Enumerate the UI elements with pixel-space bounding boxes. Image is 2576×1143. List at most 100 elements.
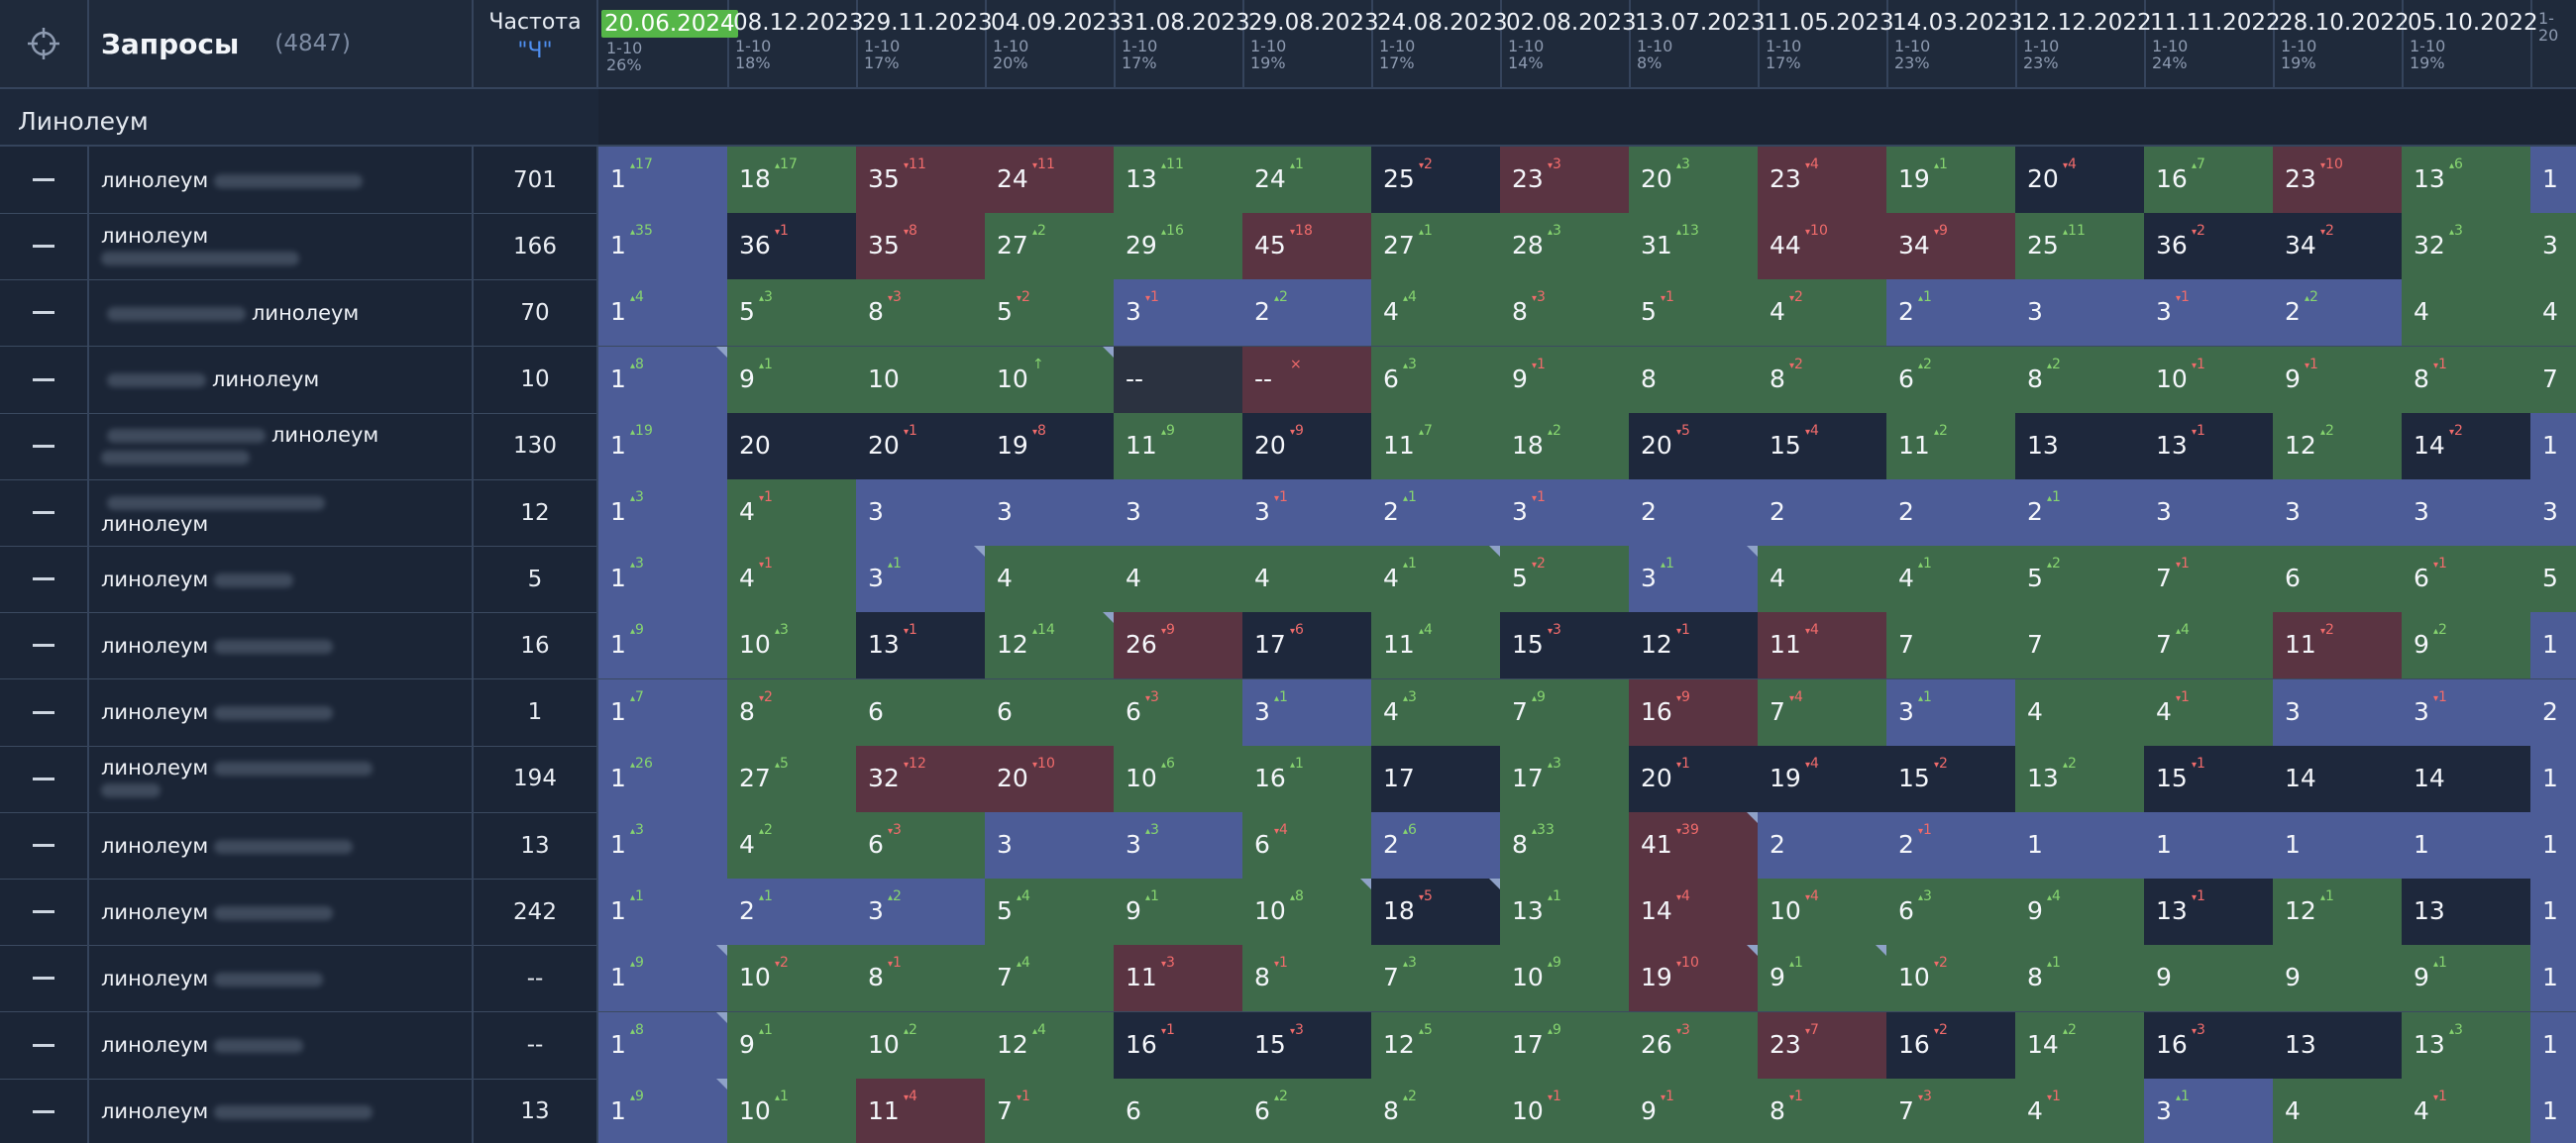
position-cell[interactable]: 24 ▾11 xyxy=(985,147,1115,213)
position-cell[interactable]: 4 ▾1 xyxy=(727,479,857,546)
query-cell[interactable]: линолеум xyxy=(89,147,474,213)
position-cell[interactable]: 11 ▴2 xyxy=(1886,412,2016,479)
position-cell[interactable]: 4 ▴1 xyxy=(1371,546,1501,613)
remove-query-button[interactable] xyxy=(0,678,89,746)
position-cell[interactable]: 2 ▴6 xyxy=(1371,812,1501,879)
table-row[interactable]: линолеум 166 1 ▴35 36 ▾1 35 ▾8 27 ▴2 29 ▴16 45 ▾18 27 ▴… xyxy=(0,213,2576,281)
position-cell[interactable]: 13 ▴3 xyxy=(2402,1011,2531,1079)
position-cell[interactable]: 31 ▴13 xyxy=(1629,213,1759,280)
position-cell[interactable]: 23 ▾4 xyxy=(1758,147,1887,213)
position-cell[interactable]: 23 ▾10 xyxy=(2273,147,2403,213)
position-cell[interactable]: 10 ▾1 xyxy=(1500,1078,1630,1143)
position-cell[interactable]: 6 ▾3 xyxy=(1114,678,1243,746)
position-cell[interactable]: 12 ▴1 xyxy=(2273,879,2403,946)
position-cell[interactable]: 13 ▴2 xyxy=(2015,745,2145,812)
position-cell[interactable]: 7 xyxy=(2530,346,2576,413)
frequency-type-link[interactable]: "Ч" xyxy=(517,39,553,63)
position-cell[interactable]: 4 ▴4 xyxy=(1371,279,1501,347)
position-cell[interactable]: 1 ▴1 xyxy=(598,879,728,946)
remove-query-button[interactable] xyxy=(0,812,89,879)
query-cell[interactable]: линолеум xyxy=(89,279,474,347)
date-column-header[interactable]: 13.07.2023 1-10 8% xyxy=(1629,0,1766,87)
date-column-header[interactable]: 11.11.2022 1-10 24% xyxy=(2144,0,2281,87)
position-cell[interactable]: 8 ▾3 xyxy=(856,279,986,347)
position-cell[interactable]: 8 ▾1 xyxy=(856,945,986,1012)
position-cell[interactable]: 27 ▴1 xyxy=(1371,213,1501,280)
position-cell[interactable]: 4 xyxy=(985,546,1115,613)
position-cell[interactable]: 11 ▴9 xyxy=(1114,412,1243,479)
remove-query-button[interactable] xyxy=(0,279,89,347)
position-cell[interactable]: 1 xyxy=(2530,1011,2576,1079)
position-cell[interactable]: 7 ▾3 xyxy=(1886,1078,2016,1143)
position-cell[interactable]: 3 xyxy=(2015,279,2145,347)
table-row[interactable]: линолеум -- 1 ▴8 9 ▴1 10 ▴2 12 ▴4 16 ▾1 15 ▾3 12 ▴5 17 ▴9… xyxy=(0,1011,2576,1080)
position-cell[interactable]: 20 ▾9 xyxy=(1242,412,1372,479)
position-cell[interactable]: 11 ▾4 xyxy=(856,1078,986,1143)
remove-query-button[interactable] xyxy=(0,346,89,413)
position-cell[interactable]: 4 ▴3 xyxy=(1371,678,1501,746)
position-cell[interactable]: 3 xyxy=(2144,479,2274,546)
date-column-header[interactable]: 1- 20 xyxy=(2530,0,2576,87)
position-cell[interactable]: 4 ▾1 xyxy=(2144,678,2274,746)
position-cell[interactable]: 20 ▾5 xyxy=(1629,412,1759,479)
position-cell[interactable]: 3 ▴1 xyxy=(1629,546,1759,613)
position-cell[interactable]: 17 ▴9 xyxy=(1500,1011,1630,1079)
position-cell[interactable]: 4 xyxy=(2273,1078,2403,1143)
position-cell[interactable]: 5 ▴3 xyxy=(727,279,857,347)
query-cell[interactable]: линолеум xyxy=(89,612,474,679)
position-cell[interactable]: 16 ▾9 xyxy=(1629,678,1759,746)
query-cell[interactable]: линолеум xyxy=(89,213,474,280)
position-cell[interactable]: 6 ▴3 xyxy=(1886,879,2016,946)
table-row[interactable]: линолеум 5 1 ▴3 4 ▾1 3 ▴1 4 4 4 4 ▴1 5 ▾2 3 ▴1 4 4 ▴1 5 ▴2 7 ▾1… xyxy=(0,546,2576,614)
position-cell[interactable]: 12 ▴2 xyxy=(2273,412,2403,479)
position-cell[interactable]: 3 xyxy=(985,812,1115,879)
position-cell[interactable]: 16 ▾2 xyxy=(1886,1011,2016,1079)
query-cell[interactable]: линолеум xyxy=(89,879,474,946)
query-cell[interactable]: линолеум xyxy=(89,945,474,1012)
position-cell[interactable]: 8 ▾2 xyxy=(1758,346,1887,413)
position-cell[interactable]: 1 ▴35 xyxy=(598,213,728,280)
table-row[interactable]: линолеум 130 1 ▴19 20 20 ▾1 19 ▾8 11 ▴9 20 ▾9 11 ▴7 18 ▴… xyxy=(0,412,2576,480)
remove-query-button[interactable] xyxy=(0,1011,89,1079)
position-cell[interactable]: 3 ▾1 xyxy=(1242,479,1372,546)
position-cell[interactable]: 16 ▴7 xyxy=(2144,147,2274,213)
position-cell[interactable]: 9 ▴1 xyxy=(727,1011,857,1079)
position-cell[interactable]: 9 xyxy=(2273,945,2403,1012)
position-cell[interactable]: 12 ▴5 xyxy=(1371,1011,1501,1079)
table-row[interactable]: линолеум 1 1 ▴7 8 ▾2 6 6 6 ▾3 3 ▴1 4 ▴3 7 ▴9 16 ▾9 7 ▾4 3 ▴1 4… xyxy=(0,678,2576,747)
position-cell[interactable]: 2 ▴1 xyxy=(2015,479,2145,546)
position-cell[interactable]: 6 ▴3 xyxy=(1371,346,1501,413)
position-cell[interactable]: 3 ▴2 xyxy=(856,879,986,946)
position-cell[interactable]: 7 ▾1 xyxy=(2144,546,2274,613)
position-cell[interactable]: 25 ▾2 xyxy=(1371,147,1501,213)
position-cell[interactable]: 32 ▴3 xyxy=(2402,213,2531,280)
position-cell[interactable]: 14 xyxy=(2273,745,2403,812)
position-cell[interactable]: 3 ▴1 xyxy=(856,546,986,613)
position-cell[interactable]: 2 ▴1 xyxy=(1886,279,2016,347)
position-cell[interactable]: 26 ▾9 xyxy=(1114,612,1243,679)
position-cell[interactable]: 5 ▴2 xyxy=(2015,546,2145,613)
position-cell[interactable]: 44 ▾10 xyxy=(1758,213,1887,280)
date-column-header[interactable]: 05.10.2022 1-10 19% xyxy=(2402,0,2538,87)
position-cell[interactable]: 13 xyxy=(2402,879,2531,946)
query-cell[interactable]: линолеум xyxy=(89,678,474,746)
position-cell[interactable]: 10 ↑ xyxy=(985,346,1115,413)
position-cell[interactable]: 6 ▾1 xyxy=(2402,546,2531,613)
position-cell[interactable]: 24 ▴1 xyxy=(1242,147,1372,213)
position-cell[interactable]: 4 xyxy=(2402,279,2531,347)
target-icon-button[interactable] xyxy=(0,0,89,87)
position-cell[interactable]: 1 xyxy=(2273,812,2403,879)
position-cell[interactable]: 6 ▾3 xyxy=(856,812,986,879)
position-cell[interactable]: 14 ▴2 xyxy=(2015,1011,2145,1079)
position-cell[interactable]: 4 xyxy=(2530,279,2576,347)
position-cell[interactable]: 25 ▴11 xyxy=(2015,213,2145,280)
position-cell[interactable]: 7 ▴9 xyxy=(1500,678,1630,746)
position-cell[interactable]: 16 ▾1 xyxy=(1114,1011,1243,1079)
date-column-header[interactable]: 08.12.2023 1-10 18% xyxy=(727,0,864,87)
position-cell[interactable]: 5 ▴4 xyxy=(985,879,1115,946)
query-cell[interactable]: линолеум xyxy=(89,1078,474,1143)
position-cell[interactable]: 9 ▾1 xyxy=(1500,346,1630,413)
position-cell[interactable]: 17 xyxy=(1371,745,1501,812)
position-cell[interactable]: 15 ▾3 xyxy=(1500,612,1630,679)
position-cell[interactable]: 9 ▴1 xyxy=(2402,945,2531,1012)
